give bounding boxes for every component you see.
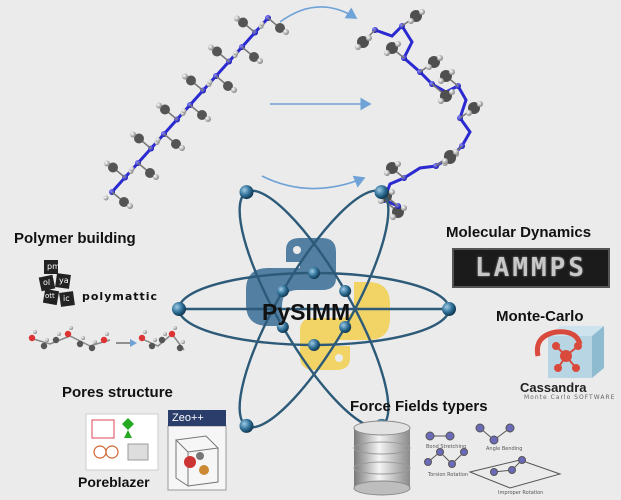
tile-letter-2: ol [43,278,51,287]
lammps-logo: LAMMPS [452,248,610,288]
database-icon [353,420,411,496]
polymer-building-chains [28,326,185,352]
cassandra-logo-text: Cassandra [520,380,587,395]
polymer-side-groups [103,15,289,209]
tile-letter-3: ya [59,276,69,285]
polymattic-logo [38,260,75,307]
ff-caption-angle: Angle Bending [486,446,523,452]
polymattic-logo-text: polymattic [82,290,159,303]
extended-polymer-chain [103,15,289,209]
ff-caption-improper: Improper Rotation [498,490,544,496]
monte-carlo-title: Monte-Carlo [496,308,584,325]
zeo-cube-image [167,425,227,491]
python-eye-blue [293,246,301,254]
tile-letter-4: ott [45,292,55,300]
poreblazer-label: Poreblazer [78,474,150,490]
python-snake-blue [246,238,336,326]
force-field-term-diagrams [424,423,562,489]
ff-caption-bond: Bond Stretching [426,444,467,450]
bottom-arrow [261,175,366,190]
ff-caption-torsion: Torsion Rotation [428,472,469,478]
cassandra-logo [534,326,604,378]
tile-letter-1: pm [47,262,60,271]
pysimm-title: PySIMM [262,299,351,325]
top-arrow [279,6,358,23]
polymer-building-title: Polymer building [14,230,136,247]
poreblazer-images [85,413,159,471]
python-eye-yellow [335,354,343,362]
cassandra-logo-subtext: Monte Carlo SOFTWARE [524,394,616,401]
pores-structure-title: Pores structure [62,384,173,401]
folded-polymer-chain [355,9,483,220]
folded-side-groups [355,9,483,220]
force-fields-title: Force Fields typers [350,398,488,415]
tile-letter-5: ic [63,294,70,303]
molecular-dynamics-title: Molecular Dynamics [446,224,592,241]
zeo-label: Zeo++ [168,410,226,426]
